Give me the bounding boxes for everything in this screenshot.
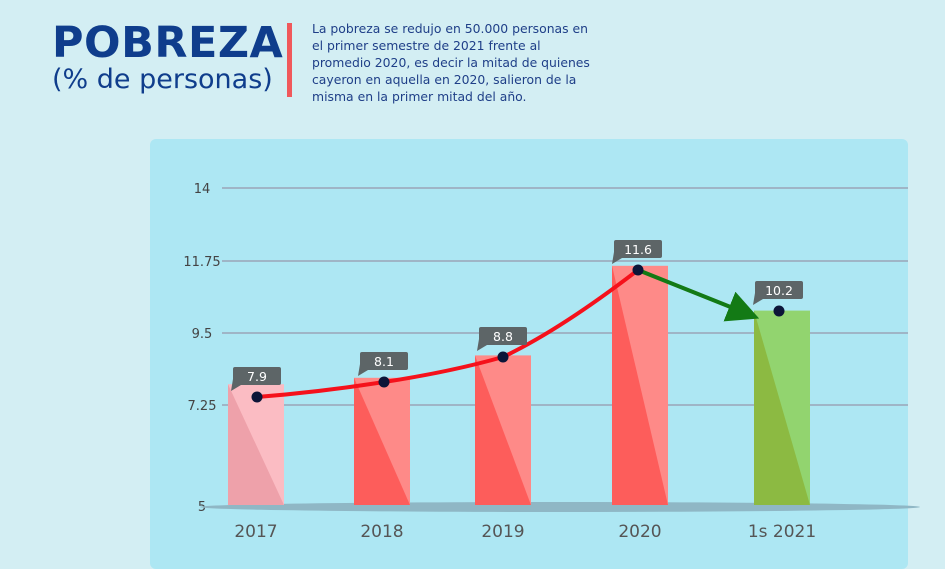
data-label-box — [233, 367, 281, 385]
bar-shade — [475, 355, 531, 505]
data-label-pointer — [753, 293, 763, 305]
data-point — [378, 376, 390, 388]
data-label-pointer — [612, 252, 622, 264]
data-point — [251, 391, 263, 403]
bar-shade — [612, 265, 668, 505]
data-label: 8.8 — [493, 329, 513, 344]
bar-shade — [228, 384, 284, 505]
data-label-box — [479, 327, 527, 345]
description-text: La pobreza se redujo en 50.000 personas … — [312, 21, 590, 104]
baseline-shadow — [200, 502, 920, 512]
x-tick-label: 2019 — [481, 522, 524, 542]
divider — [287, 23, 292, 97]
data-label: 7.9 — [247, 369, 267, 384]
data-label-box — [614, 240, 662, 258]
data-point — [632, 264, 644, 276]
data-label: 10.2 — [765, 283, 793, 298]
x-tick-label: 2020 — [618, 522, 661, 542]
data-label: 8.1 — [374, 354, 394, 369]
page-title: POBREZA — [52, 18, 284, 68]
data-label-pointer — [477, 339, 487, 351]
data-point — [497, 351, 509, 363]
rising-trend-line — [256, 268, 640, 399]
y-tick-label: 9.5 — [192, 327, 213, 342]
data-point — [773, 305, 785, 317]
data-label: 11.6 — [624, 242, 652, 257]
x-tick-label: 1s 2021 — [748, 522, 816, 542]
data-label-box — [755, 281, 803, 299]
y-tick-label: 14 — [194, 182, 211, 197]
data-label-pointer — [231, 379, 241, 391]
bar-shade — [354, 377, 410, 505]
bar-shade — [754, 310, 810, 505]
falling-trend-arrow — [637, 268, 760, 322]
y-tick-label: 11.75 — [183, 255, 220, 270]
y-tick-label: 7.25 — [188, 399, 217, 414]
data-label-box — [360, 352, 408, 370]
data-label-pointer — [358, 364, 368, 376]
x-tick-label: 2018 — [360, 522, 403, 542]
page-subtitle: (% de personas) — [52, 64, 273, 95]
x-tick-label: 2017 — [234, 522, 277, 542]
